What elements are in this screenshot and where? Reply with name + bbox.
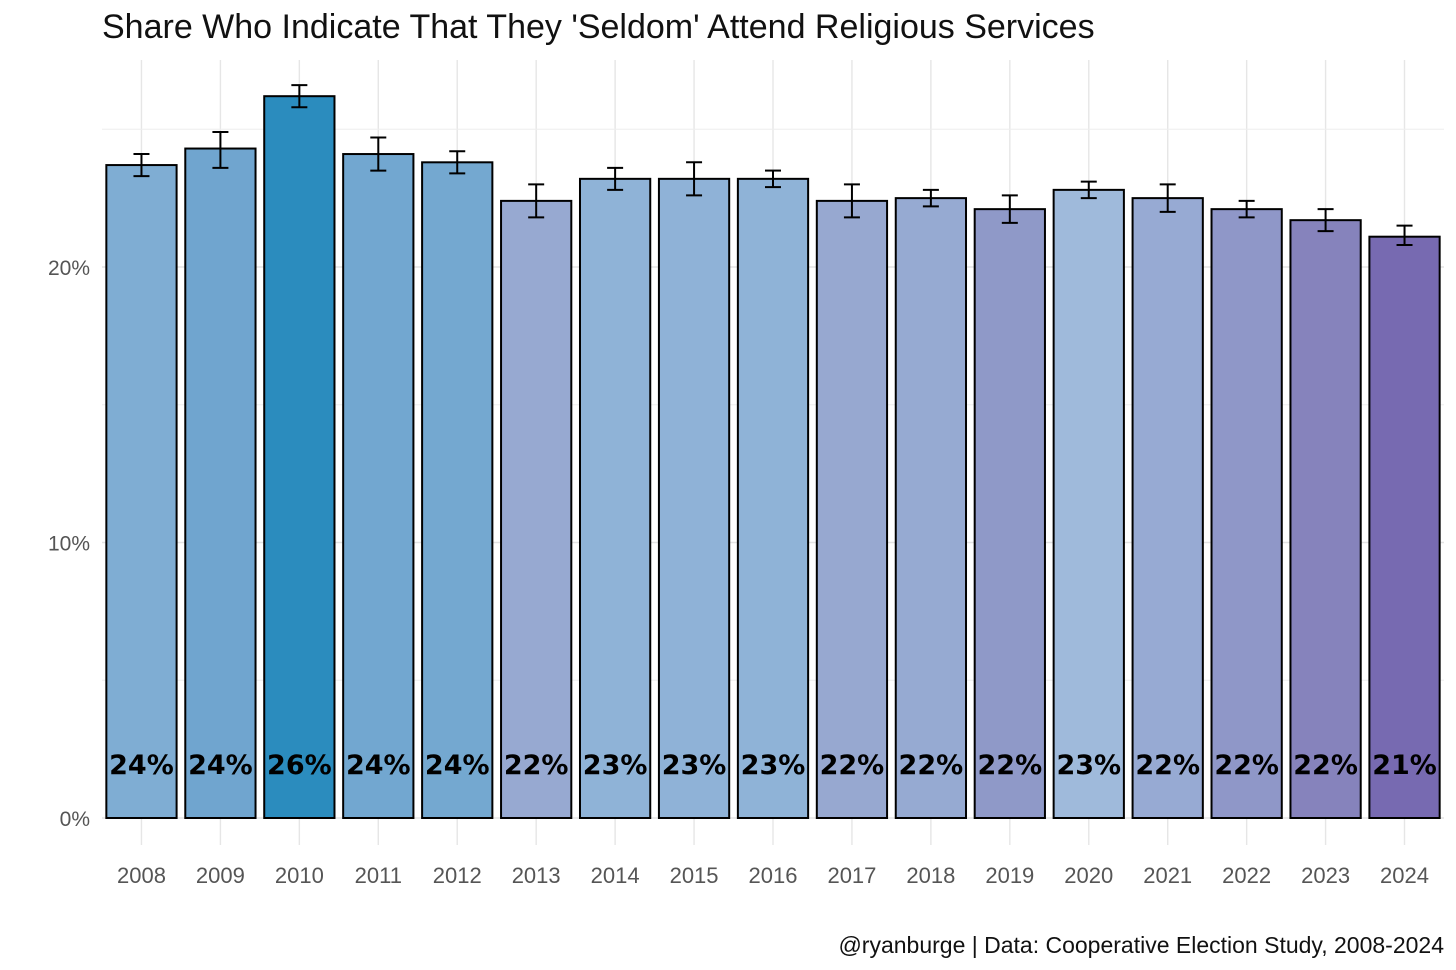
bar-label-2011: 24% — [346, 750, 411, 781]
bar-label-2019: 22% — [978, 750, 1043, 781]
bar-label-2012: 24% — [425, 750, 490, 781]
bar-label-2013: 22% — [504, 750, 569, 781]
bar-value-labels: 24% 24% 26% 24% 24% 22% 23% 23% 23% 22% 22% 22% 23% 2… — [109, 750, 1437, 781]
bar-2012 — [421, 161, 494, 819]
bar-2008 — [105, 164, 178, 819]
x-tick-label-2014: 2014 — [591, 863, 640, 888]
x-tick-label-2018: 2018 — [906, 863, 955, 888]
x-tick-label-2011: 2011 — [355, 863, 402, 888]
x-tick-label-2023: 2023 — [1301, 863, 1350, 888]
x-tick-label-2009: 2009 — [196, 863, 245, 888]
x-tick-label-2022: 2022 — [1222, 863, 1271, 888]
bar-label-2021: 22% — [1135, 750, 1200, 781]
bar-label-2014: 23% — [583, 750, 648, 781]
x-axis-ticks: 2008 2009 2010 2011 2012 2013 2014 2015 2016 2017… — [117, 863, 1429, 888]
bar-label-2023: 22% — [1293, 750, 1358, 781]
bar-label-2015: 23% — [662, 750, 727, 781]
y-tick-label: 0% — [60, 808, 90, 831]
x-tick-label-2017: 2017 — [827, 863, 876, 888]
bar-label-2017: 22% — [820, 750, 885, 781]
x-tick-label-2019: 2019 — [985, 863, 1034, 888]
bar-2019 — [973, 208, 1046, 819]
bar-2022 — [1210, 208, 1283, 819]
bar-2018 — [894, 197, 968, 819]
bar-2016 — [736, 177, 810, 819]
bar-2023 — [1289, 219, 1362, 820]
bar-2021 — [1131, 197, 1204, 819]
chart-title: Share Who Indicate That They 'Seldom' At… — [102, 8, 1095, 46]
bar-2013 — [500, 199, 573, 819]
bar-2015 — [657, 177, 731, 819]
y-tick-label: 10% — [48, 533, 90, 556]
bar-label-2016: 23% — [741, 750, 806, 781]
chart-caption: @ryanburge | Data: Cooperative Election … — [838, 932, 1444, 958]
bar-label-2018: 22% — [899, 750, 964, 781]
x-tick-label-2016: 2016 — [749, 863, 798, 888]
bar-label-2008: 24% — [109, 750, 174, 781]
bar-2024 — [1368, 235, 1441, 819]
bar-2010 — [263, 95, 336, 819]
bar-label-2010: 26% — [267, 750, 332, 781]
y-axis-ticks: 0% 10% 20% — [48, 257, 90, 831]
x-tick-label-2015: 2015 — [670, 863, 719, 888]
x-tick-label-2024: 2024 — [1380, 863, 1429, 888]
bar-2009 — [184, 147, 257, 820]
bar-label-2022: 22% — [1214, 750, 1279, 781]
error-bars — [133, 84, 1413, 246]
x-tick-label-2012: 2012 — [433, 863, 482, 888]
x-tick-label-2008: 2008 — [117, 863, 166, 888]
bar-2014 — [578, 177, 652, 819]
bar-2011 — [342, 153, 415, 820]
bars — [105, 95, 1441, 820]
y-tick-label: 20% — [48, 257, 90, 280]
x-tick-label-2013: 2013 — [512, 863, 561, 888]
bar-2020 — [1052, 188, 1125, 820]
bar-label-2024: 21% — [1372, 750, 1437, 781]
x-tick-label-2010: 2010 — [275, 863, 324, 888]
bar-label-2009: 24% — [188, 750, 253, 781]
bar-2017 — [815, 199, 889, 819]
x-tick-label-2020: 2020 — [1064, 863, 1113, 888]
bar-label-2020: 23% — [1056, 750, 1121, 781]
x-tick-label-2021: 2021 — [1143, 863, 1192, 888]
